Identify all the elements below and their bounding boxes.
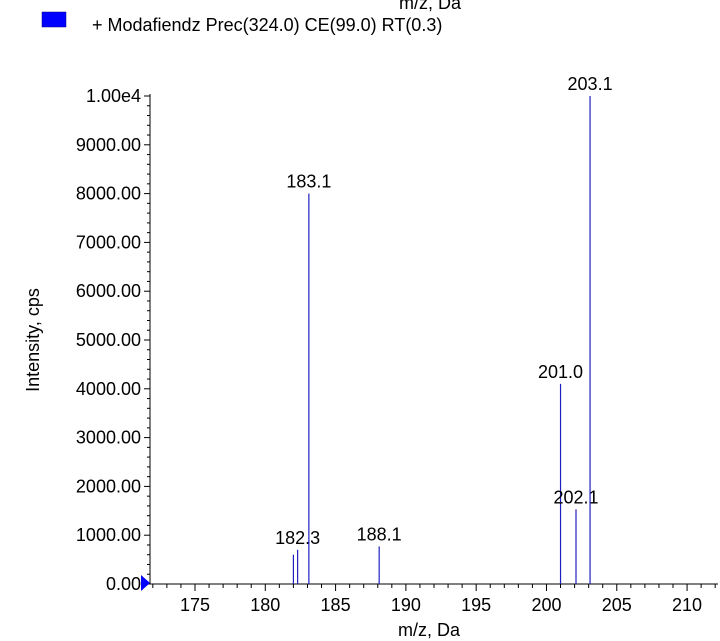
- x-tick-label: 205: [602, 595, 632, 615]
- top-cut-label: m/z, Da: [399, 0, 462, 13]
- peak-label: 203.1: [568, 74, 613, 94]
- y-tick-label: 2000.00: [76, 476, 141, 496]
- y-tick-label: 4000.00: [76, 379, 141, 399]
- y-tick-label: 6000.00: [76, 281, 141, 301]
- peak-label: 202.1: [553, 487, 598, 507]
- peak-label: 201.0: [538, 362, 583, 382]
- origin-marker: [141, 575, 150, 591]
- x-tick-label: 190: [391, 595, 421, 615]
- y-tick-label: 5000.00: [76, 330, 141, 350]
- legend-swatch: [41, 11, 67, 28]
- y-tick-label: 3000.00: [76, 428, 141, 448]
- y-tick-label: 1000.00: [76, 525, 141, 545]
- y-tick-label: 8000.00: [76, 184, 141, 204]
- x-tick-label: 180: [250, 595, 280, 615]
- peak-label: 183.1: [286, 172, 331, 192]
- x-tick-label: 195: [461, 595, 491, 615]
- peak-label: 188.1: [357, 524, 402, 544]
- y-axis-title: Intensity, cps: [23, 288, 43, 392]
- x-tick-label: 200: [531, 595, 561, 615]
- plot-area: 0.00 1000.00 2000.00 3000.00 4000.00 5000.00 6…: [23, 74, 718, 640]
- x-tick-label: 210: [672, 595, 702, 615]
- y-tick-label: 7000.00: [76, 232, 141, 252]
- y-tick-label: 9000.00: [76, 135, 141, 155]
- legend-text: + Modafiendz Prec(324.0) CE(99.0) RT(0.3…: [92, 15, 442, 35]
- y-tick-label: 1.00e4: [86, 86, 141, 106]
- x-tick-label: 175: [180, 595, 210, 615]
- x-axis-title: m/z, Da: [398, 620, 461, 640]
- y-tick-label: 0.00: [106, 574, 141, 594]
- peak-label: 182.3: [275, 528, 320, 548]
- x-tick-label: 185: [321, 595, 351, 615]
